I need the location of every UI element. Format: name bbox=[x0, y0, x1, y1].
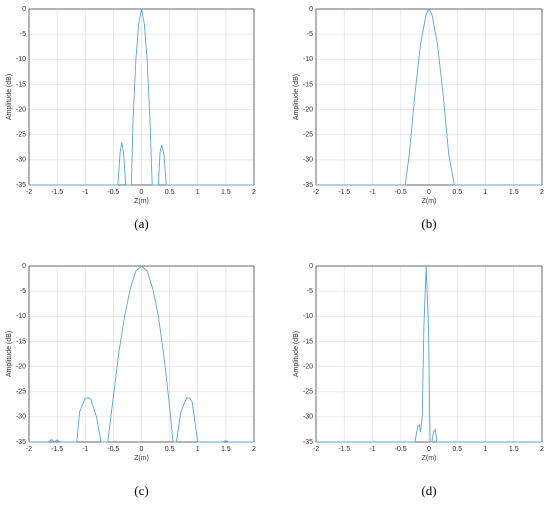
y-tick-label: -35 bbox=[303, 182, 313, 189]
y-tick-label: 0 bbox=[22, 263, 26, 270]
y-axis-label: Amplitude (dB) bbox=[6, 331, 13, 377]
y-tick-label: -25 bbox=[303, 132, 313, 139]
x-tick-label: -1.5 bbox=[51, 189, 63, 196]
y-tick-label: -15 bbox=[303, 81, 313, 88]
x-tick-label: -1.5 bbox=[338, 189, 350, 196]
x-tick-label: 1.5 bbox=[221, 446, 231, 453]
y-tick-label: -10 bbox=[303, 313, 313, 320]
x-tick-label: 1 bbox=[484, 446, 488, 453]
y-axis-label: Amplitude (dB) bbox=[293, 74, 300, 120]
y-tick-label: -30 bbox=[303, 414, 313, 421]
y-tick-label: -20 bbox=[16, 106, 26, 113]
x-tick-label: 0 bbox=[140, 446, 144, 453]
axes-frame bbox=[315, 265, 543, 443]
y-tick-label: -30 bbox=[16, 157, 26, 164]
y-tick-label: 0 bbox=[22, 6, 26, 13]
caption: (a) bbox=[134, 216, 148, 231]
x-axis-label: Z(m) bbox=[134, 198, 149, 205]
x-tick-label: 0 bbox=[427, 189, 431, 196]
y-tick-label: -15 bbox=[16, 338, 26, 345]
x-tick-label: 1.5 bbox=[509, 189, 519, 196]
caption: (c) bbox=[134, 483, 148, 498]
x-tick-label: 2 bbox=[540, 189, 544, 196]
data-line bbox=[29, 265, 254, 443]
x-tick-label: -2 bbox=[26, 446, 32, 453]
y-tick-label: -5 bbox=[20, 288, 26, 295]
x-tick-label: -0.5 bbox=[107, 446, 119, 453]
y-tick-label: -15 bbox=[16, 81, 26, 88]
y-axis-label: Amplitude (dB) bbox=[6, 74, 13, 120]
y-tick-label: -25 bbox=[16, 389, 26, 396]
y-tick-label: -5 bbox=[20, 31, 26, 38]
x-tick-label: -2 bbox=[313, 446, 319, 453]
x-tick-label: 2 bbox=[252, 189, 256, 196]
x-tick-label: 0.5 bbox=[165, 446, 175, 453]
data-line bbox=[316, 8, 542, 186]
x-tick-label: 0.5 bbox=[452, 446, 462, 453]
y-tick-label: -10 bbox=[303, 56, 313, 63]
y-tick-label: -35 bbox=[16, 182, 26, 189]
y-tick-label: -25 bbox=[303, 389, 313, 396]
y-tick-label: 0 bbox=[309, 263, 313, 270]
y-tick-label: -20 bbox=[16, 363, 26, 370]
data-line bbox=[29, 8, 254, 186]
y-axis-label: Amplitude (dB) bbox=[293, 331, 300, 377]
y-tick-label: -25 bbox=[16, 132, 26, 139]
caption: (d) bbox=[421, 483, 436, 498]
y-tick-label: -35 bbox=[16, 439, 26, 446]
x-tick-label: 0.5 bbox=[452, 189, 462, 196]
y-tick-label: -10 bbox=[16, 56, 26, 63]
x-tick-label: -0.5 bbox=[395, 189, 407, 196]
x-tick-label: 1 bbox=[196, 446, 200, 453]
y-tick-label: 0 bbox=[309, 6, 313, 13]
x-axis-label: Z(m) bbox=[422, 198, 437, 205]
x-tick-label: -2 bbox=[313, 189, 319, 196]
x-tick-label: -1 bbox=[369, 189, 375, 196]
x-tick-label: -0.5 bbox=[395, 446, 407, 453]
x-tick-label: -1 bbox=[369, 446, 375, 453]
data-line bbox=[316, 265, 542, 443]
y-tick-label: -5 bbox=[307, 31, 313, 38]
subplot: -2 -1.5 -1 -0.5 0 0.5 1 1.5 2 0 -5 -10 -15 -20 -25 -30 -… bbox=[293, 263, 544, 498]
x-tick-label: 2 bbox=[540, 446, 544, 453]
y-tick-label: -20 bbox=[303, 106, 313, 113]
caption: (b) bbox=[421, 216, 436, 231]
y-tick-label: -35 bbox=[303, 439, 313, 446]
x-tick-label: 0.5 bbox=[165, 189, 175, 196]
y-tick-label: -30 bbox=[303, 157, 313, 164]
x-tick-label: -1 bbox=[82, 189, 88, 196]
x-tick-label: 0 bbox=[140, 189, 144, 196]
subplot: -2 -1.5 -1 -0.5 0 0.5 1 1.5 2 0 -5 -10 -15 -20 -25 -30 -… bbox=[293, 6, 544, 231]
y-tick-label: -5 bbox=[307, 288, 313, 295]
x-tick-label: 1 bbox=[196, 189, 200, 196]
x-tick-label: -1.5 bbox=[51, 446, 63, 453]
x-tick-label: -1 bbox=[82, 446, 88, 453]
x-tick-label: 1 bbox=[484, 189, 488, 196]
x-tick-label: 0 bbox=[427, 446, 431, 453]
y-tick-label: -15 bbox=[303, 338, 313, 345]
x-axis-label: Z(m) bbox=[422, 455, 437, 462]
x-axis-label: Z(m) bbox=[134, 455, 149, 462]
x-tick-label: -2 bbox=[26, 189, 32, 196]
x-tick-label: 1.5 bbox=[509, 446, 519, 453]
subplot: -2 -1.5 -1 -0.5 0 0.5 1 1.5 2 0 -5 -10 -15 -20 -25 -30 -… bbox=[6, 6, 256, 231]
x-tick-label: 2 bbox=[252, 446, 256, 453]
y-tick-label: -30 bbox=[16, 414, 26, 421]
x-tick-label: -0.5 bbox=[107, 189, 119, 196]
y-tick-label: -10 bbox=[16, 313, 26, 320]
x-tick-label: 1.5 bbox=[221, 189, 231, 196]
x-tick-label: -1.5 bbox=[338, 446, 350, 453]
y-tick-label: -20 bbox=[303, 363, 313, 370]
subplot: -2 -1.5 -1 -0.5 0 0.5 1 1.5 2 0 -5 -10 -15 -20 -25 -30 -… bbox=[6, 263, 256, 498]
